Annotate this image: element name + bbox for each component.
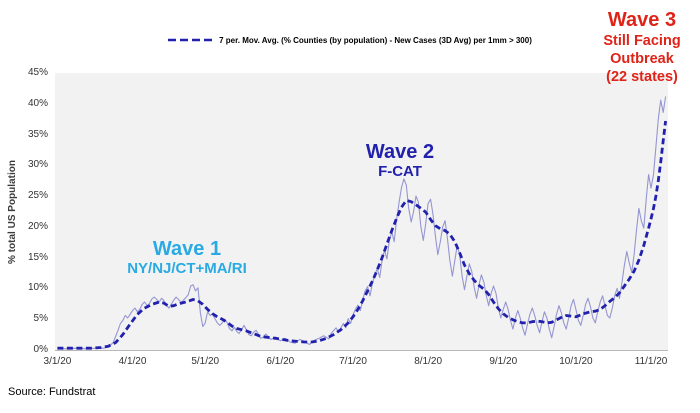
y-axis-tick-label: 20% — [27, 220, 48, 232]
y-axis-tick-label: 10% — [27, 282, 48, 294]
y-axis-tick-label: 45% — [27, 67, 48, 78]
wave3-text-line: (22 states) — [606, 69, 678, 85]
dashed-line-swatch — [168, 38, 213, 42]
y-axis-tick-label: 25% — [27, 190, 48, 202]
y-axis-tick-label: 35% — [27, 128, 48, 140]
x-axis-tick-label: 4/1/20 — [118, 356, 147, 367]
x-axis-tick-label: 9/1/20 — [489, 356, 518, 367]
x-axis-tick-label: 5/1/20 — [191, 356, 220, 367]
x-axis-tick-label: 3/1/20 — [43, 356, 72, 367]
x-axis-tick-label: 7/1/20 — [339, 356, 367, 367]
wave3-title: Wave 3 — [607, 9, 677, 31]
wave1-annotation: Wave 1 NY/NJ/CT+MA/RI — [107, 238, 267, 278]
y-axis-tick-label: 0% — [33, 344, 48, 355]
plot-area — [55, 73, 668, 351]
wave2-annotation: Wave 2 F-CAT — [330, 141, 470, 181]
y-axis-tick-label: 15% — [27, 251, 48, 263]
y-axis-tick-label: 40% — [27, 97, 48, 109]
wave1-subtitle: NY/NJ/CT+MA/RI — [127, 260, 247, 277]
wave2-title: Wave 2 — [365, 141, 435, 163]
y-axis-title: % total US Population — [7, 160, 18, 264]
wave3-text-line: Still Facing — [603, 33, 681, 49]
y-axis-tick-label: 5% — [33, 313, 48, 325]
wave1-title: Wave 1 — [152, 238, 222, 260]
y-axis-tick-label: 30% — [27, 159, 48, 171]
x-axis-tick-label: 11/1/20 — [634, 356, 668, 367]
chart-svg — [57, 96, 667, 350]
wave3-annotation: Wave 3 Still Facing Outbreak (22 states) — [586, 8, 698, 86]
source-note: Source: Fundstrat — [8, 386, 96, 398]
wave3-text-line: Outbreak — [610, 51, 674, 67]
legend: 7 per. Mov. Avg. (% Counties (by populat… — [0, 33, 700, 47]
raw-daily-line — [57, 96, 667, 350]
wave2-subtitle: F-CAT — [378, 163, 422, 180]
x-axis-tick-label: 6/1/20 — [266, 356, 295, 367]
x-axis-tick-label: 8/1/20 — [414, 356, 443, 367]
x-axis-tick-label: 10/1/20 — [559, 356, 593, 367]
legend-label: 7 per. Mov. Avg. (% Counties (by populat… — [219, 35, 532, 45]
